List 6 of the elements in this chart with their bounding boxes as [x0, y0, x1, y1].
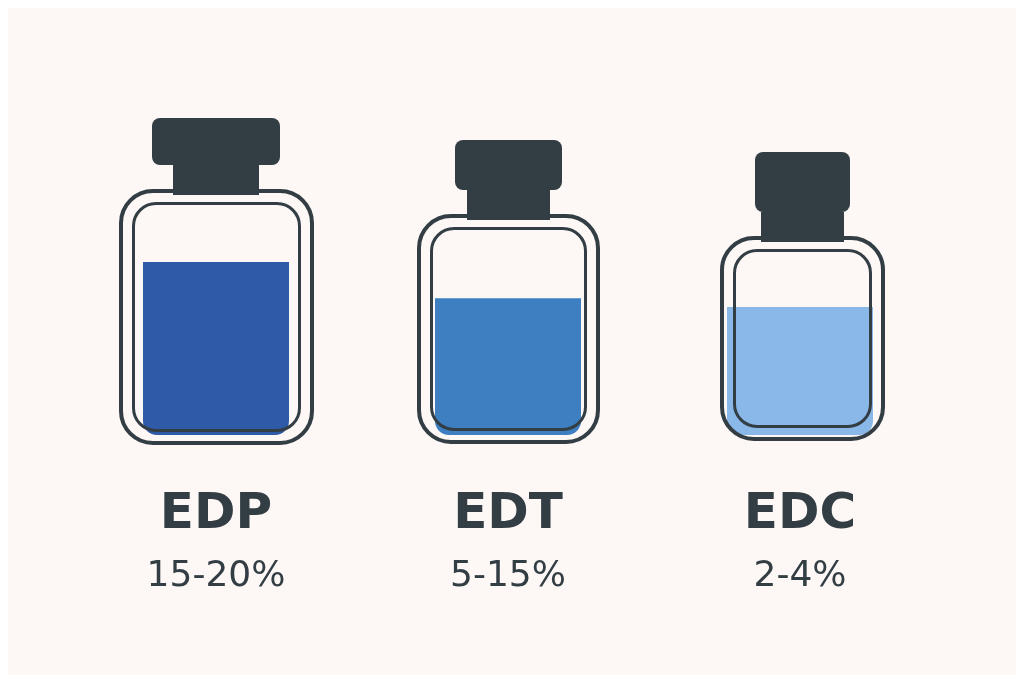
text: 5-15% [450, 553, 566, 595]
x-tick-label: EDC [743, 481, 857, 540]
text: 2-4% [753, 553, 847, 595]
text: 15-20% [146, 553, 286, 595]
x-tick-label: EDT [453, 481, 563, 540]
x-tick-label: EDP [159, 481, 273, 540]
